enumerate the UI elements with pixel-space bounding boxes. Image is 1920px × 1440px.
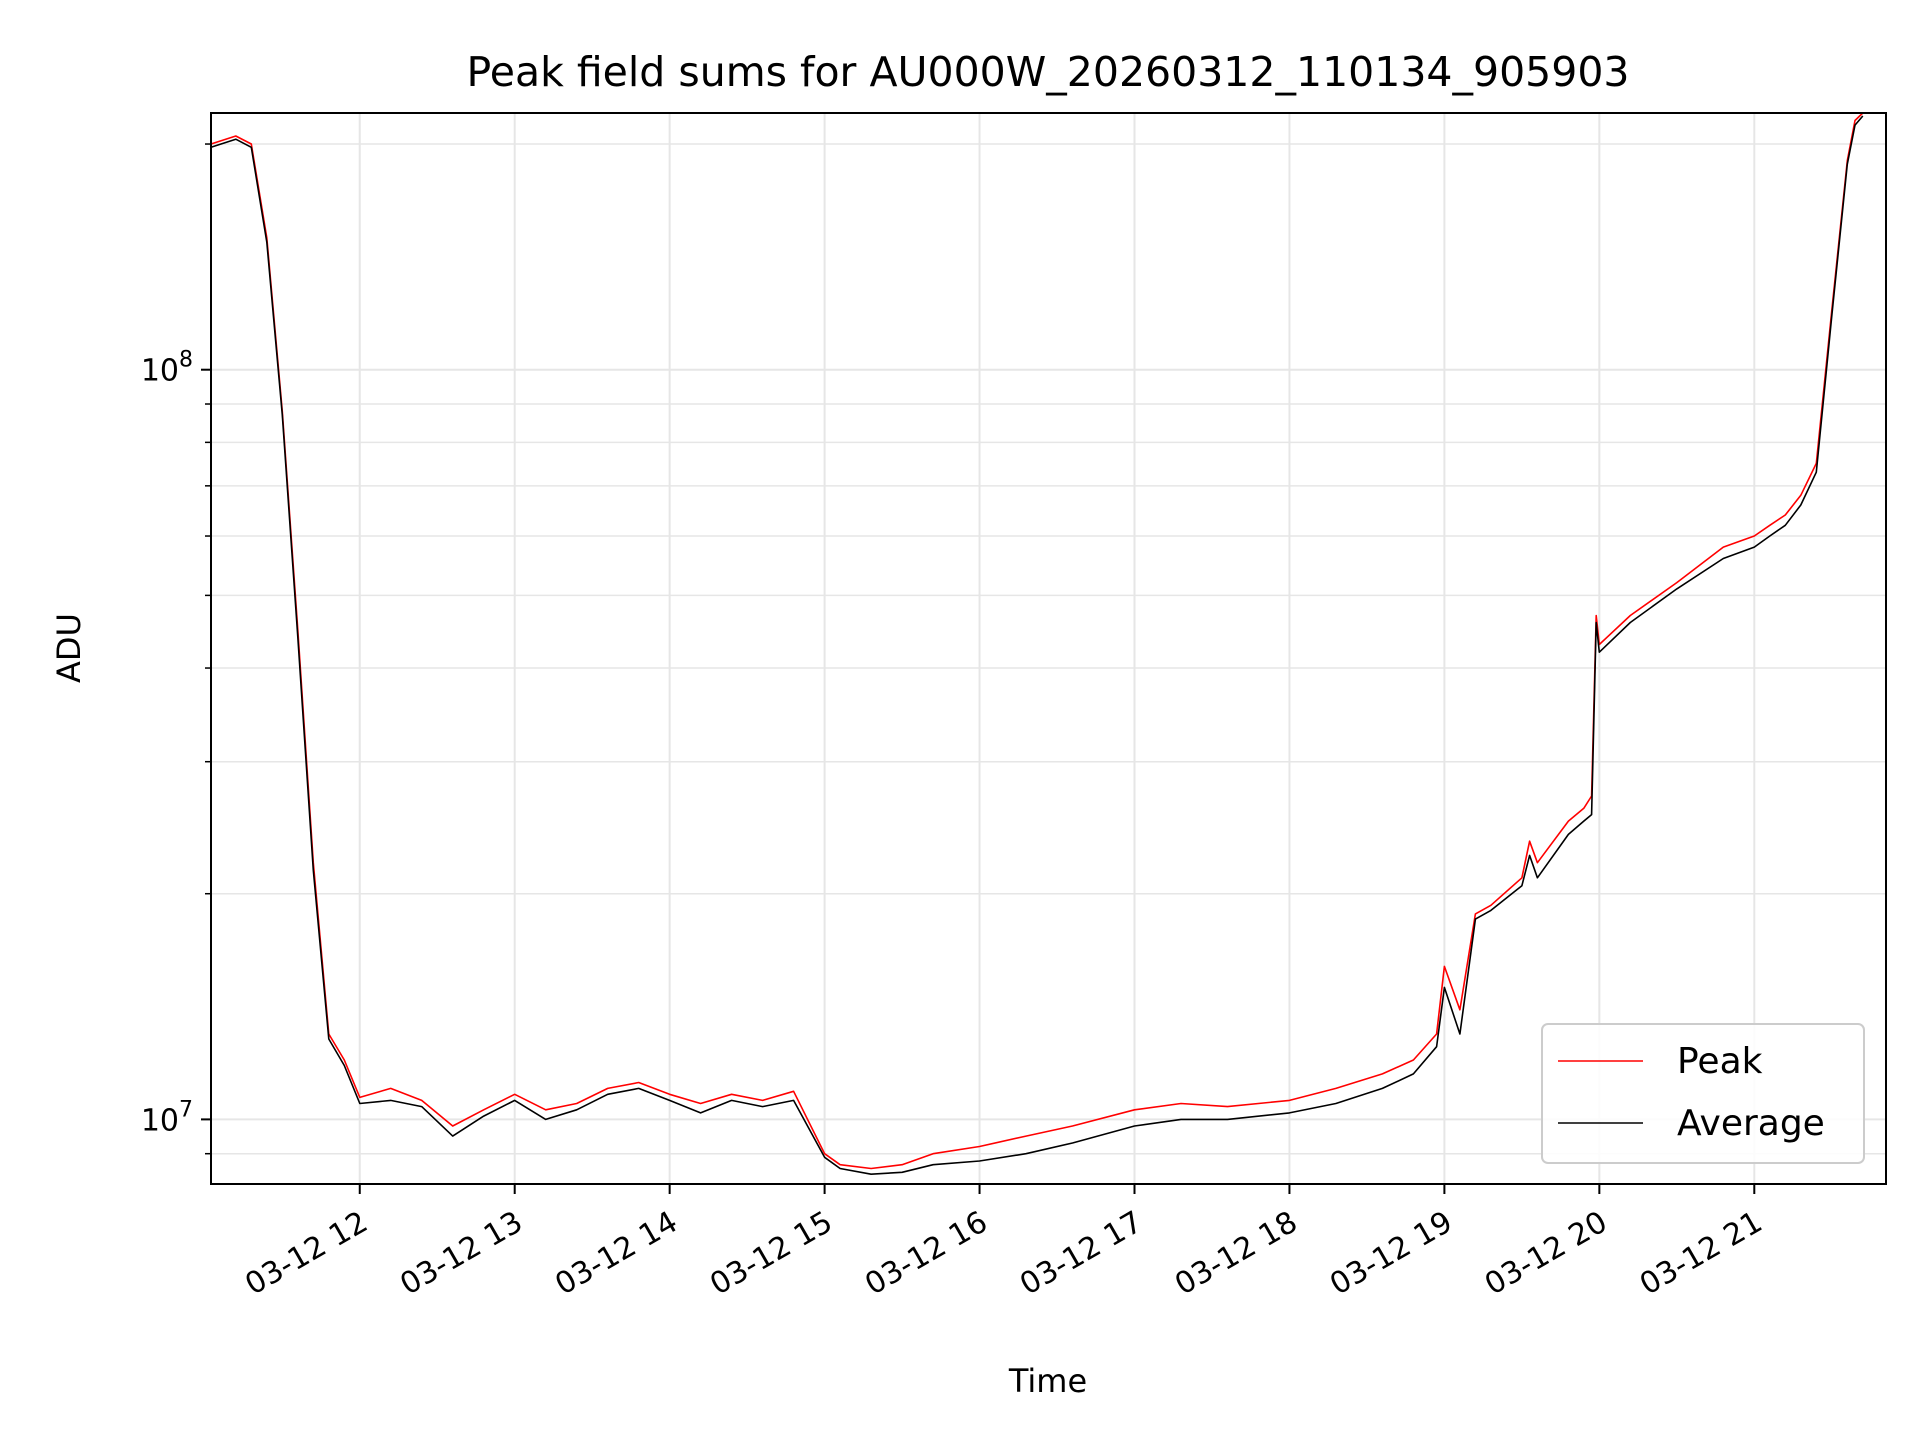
legend-label-average: Average [1677, 1103, 1825, 1144]
x-axis-label: Time [1008, 1362, 1087, 1400]
y-axis-label: ADU [50, 613, 88, 683]
y-tick-label: 108 [141, 348, 193, 389]
legend-box [1541, 1023, 1865, 1164]
chart-title: Peak field sums for AU000W_20260312_1101… [466, 48, 1629, 96]
y-tick-label: 107 [141, 1097, 193, 1138]
series-line-peak [210, 112, 1864, 1170]
legend: Peak Average [1541, 1023, 1865, 1164]
y-axis: 107 108 [141, 143, 211, 1155]
series-line-average [210, 115, 1864, 1175]
legend-label-peak: Peak [1677, 1041, 1763, 1082]
plot-lines [210, 112, 1864, 1175]
plot-frame [210, 112, 1887, 1185]
